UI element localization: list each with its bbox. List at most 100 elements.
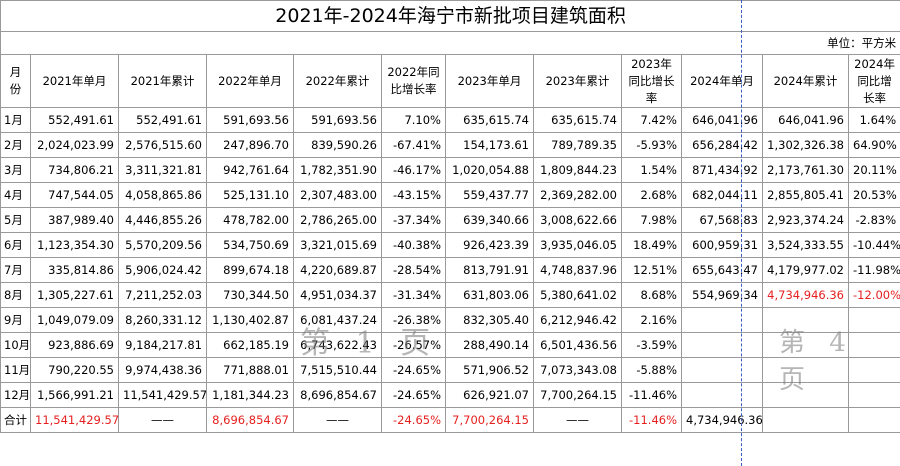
- data-cell[interactable]: 639,340.66: [445, 207, 534, 233]
- data-cell[interactable]: 1.64%: [847, 107, 900, 133]
- data-cell[interactable]: 8,696,854.67: [293, 382, 382, 408]
- month-cell[interactable]: 11月: [0, 357, 31, 383]
- data-cell[interactable]: 1,020,054.88: [445, 157, 534, 183]
- data-cell[interactable]: -28.54%: [381, 257, 446, 283]
- data-cell[interactable]: 942,761.64: [206, 157, 294, 183]
- data-cell[interactable]: 20.11%: [847, 157, 900, 183]
- month-cell[interactable]: 4月: [0, 182, 31, 208]
- data-cell[interactable]: 7.42%: [621, 107, 682, 133]
- data-cell[interactable]: 6,743,622.43: [293, 332, 382, 358]
- data-cell[interactable]: 387,989.40: [30, 207, 119, 233]
- data-cell[interactable]: 7,211,252.03: [118, 282, 207, 308]
- data-cell[interactable]: -3.59%: [621, 332, 682, 358]
- data-cell[interactable]: -5.88%: [621, 357, 682, 383]
- month-cell[interactable]: 2月: [0, 132, 31, 158]
- data-cell[interactable]: -24.65%: [381, 382, 446, 408]
- data-cell[interactable]: 7,073,343.08: [533, 357, 622, 383]
- data-cell[interactable]: [681, 382, 763, 408]
- data-cell[interactable]: 1,305,227.61: [30, 282, 119, 308]
- data-cell[interactable]: 4,734,946.36: [762, 282, 849, 308]
- data-cell[interactable]: 2,024,023.99: [30, 132, 119, 158]
- month-cell[interactable]: 10月: [0, 332, 31, 358]
- data-cell[interactable]: 11,541,429.57: [30, 407, 119, 433]
- data-cell[interactable]: 1,130,402.87: [206, 307, 294, 333]
- data-cell[interactable]: -11.98%: [847, 257, 900, 283]
- data-cell[interactable]: 5,380,641.02: [533, 282, 622, 308]
- data-cell[interactable]: -24.65%: [381, 407, 446, 433]
- data-cell[interactable]: 8.68%: [621, 282, 682, 308]
- data-cell[interactable]: 591,693.56: [206, 107, 294, 133]
- data-cell[interactable]: -5.93%: [621, 132, 682, 158]
- data-cell[interactable]: 1,809,844.23: [533, 157, 622, 183]
- data-cell[interactable]: 2,855,805.41: [762, 182, 849, 208]
- data-cell[interactable]: -46.17%: [381, 157, 446, 183]
- data-cell[interactable]: 2,786,265.00: [293, 207, 382, 233]
- data-cell[interactable]: 635,615.74: [533, 107, 622, 133]
- data-cell[interactable]: 2,173,761.30: [762, 157, 849, 183]
- data-cell[interactable]: 730,344.50: [206, 282, 294, 308]
- data-cell[interactable]: 67,568.83: [681, 207, 763, 233]
- data-cell[interactable]: 3,935,046.05: [533, 232, 622, 258]
- data-cell[interactable]: 11,541,429.57: [118, 382, 207, 408]
- data-cell[interactable]: 6,501,436.56: [533, 332, 622, 358]
- data-cell[interactable]: 2,307,483.00: [293, 182, 382, 208]
- month-cell[interactable]: 9月: [0, 307, 31, 333]
- data-cell[interactable]: 813,791.91: [445, 257, 534, 283]
- data-cell[interactable]: -26.57%: [381, 332, 446, 358]
- data-cell[interactable]: -31.34%: [381, 282, 446, 308]
- data-cell[interactable]: 8,260,331.12: [118, 307, 207, 333]
- data-cell[interactable]: 662,185.19: [206, 332, 294, 358]
- data-cell[interactable]: 571,906.52: [445, 357, 534, 383]
- data-cell[interactable]: 646,041.96: [681, 107, 763, 133]
- data-cell[interactable]: 655,643.47: [681, 257, 763, 283]
- data-cell[interactable]: -67.41%: [381, 132, 446, 158]
- data-cell[interactable]: 926,423.39: [445, 232, 534, 258]
- data-cell[interactable]: 4,058,865.86: [118, 182, 207, 208]
- data-cell[interactable]: 4,734,946.36: [681, 407, 763, 433]
- data-cell[interactable]: [847, 357, 900, 383]
- data-cell[interactable]: 1,566,991.21: [30, 382, 119, 408]
- data-cell[interactable]: 154,173.61: [445, 132, 534, 158]
- data-cell[interactable]: 4,220,689.87: [293, 257, 382, 283]
- month-cell[interactable]: 7月: [0, 257, 31, 283]
- data-cell[interactable]: 3,524,333.55: [762, 232, 849, 258]
- month-cell[interactable]: 12月: [0, 382, 31, 408]
- data-cell[interactable]: -24.65%: [381, 357, 446, 383]
- data-cell[interactable]: 682,044.11: [681, 182, 763, 208]
- data-cell[interactable]: [762, 307, 849, 333]
- data-cell[interactable]: -12.00%: [847, 282, 900, 308]
- data-cell[interactable]: 1,302,326.38: [762, 132, 849, 158]
- data-cell[interactable]: 771,888.01: [206, 357, 294, 383]
- data-cell[interactable]: 734,806.21: [30, 157, 119, 183]
- data-cell[interactable]: 525,131.10: [206, 182, 294, 208]
- data-cell[interactable]: -37.34%: [381, 207, 446, 233]
- data-cell[interactable]: 631,803.06: [445, 282, 534, 308]
- data-cell[interactable]: 2,923,374.24: [762, 207, 849, 233]
- data-cell[interactable]: 2,369,282.00: [533, 182, 622, 208]
- data-cell[interactable]: 790,220.55: [30, 357, 119, 383]
- data-cell[interactable]: 1,181,344.23: [206, 382, 294, 408]
- data-cell[interactable]: 7.98%: [621, 207, 682, 233]
- data-cell[interactable]: 1.54%: [621, 157, 682, 183]
- data-cell[interactable]: 2.68%: [621, 182, 682, 208]
- data-cell[interactable]: 1,782,351.90: [293, 157, 382, 183]
- data-cell[interactable]: [681, 357, 763, 383]
- month-cell[interactable]: 1月: [0, 107, 31, 133]
- data-cell[interactable]: 747,544.05: [30, 182, 119, 208]
- data-cell[interactable]: 4,446,855.26: [118, 207, 207, 233]
- data-cell[interactable]: 7.10%: [381, 107, 446, 133]
- data-cell[interactable]: 646,041.96: [762, 107, 849, 133]
- data-cell[interactable]: 9,974,438.36: [118, 357, 207, 383]
- data-cell[interactable]: -11.46%: [621, 382, 682, 408]
- data-cell[interactable]: 600,959.31: [681, 232, 763, 258]
- data-cell[interactable]: -11.46%: [621, 407, 682, 433]
- data-cell[interactable]: 288,490.14: [445, 332, 534, 358]
- data-cell[interactable]: 3,008,622.66: [533, 207, 622, 233]
- data-cell[interactable]: [681, 307, 763, 333]
- data-cell[interactable]: 5,906,024.42: [118, 257, 207, 283]
- data-cell[interactable]: 1,049,079.09: [30, 307, 119, 333]
- data-cell[interactable]: 2.16%: [621, 307, 682, 333]
- data-cell[interactable]: 4,179,977.02: [762, 257, 849, 283]
- data-cell[interactable]: ——: [533, 407, 622, 433]
- data-cell[interactable]: 3,321,015.69: [293, 232, 382, 258]
